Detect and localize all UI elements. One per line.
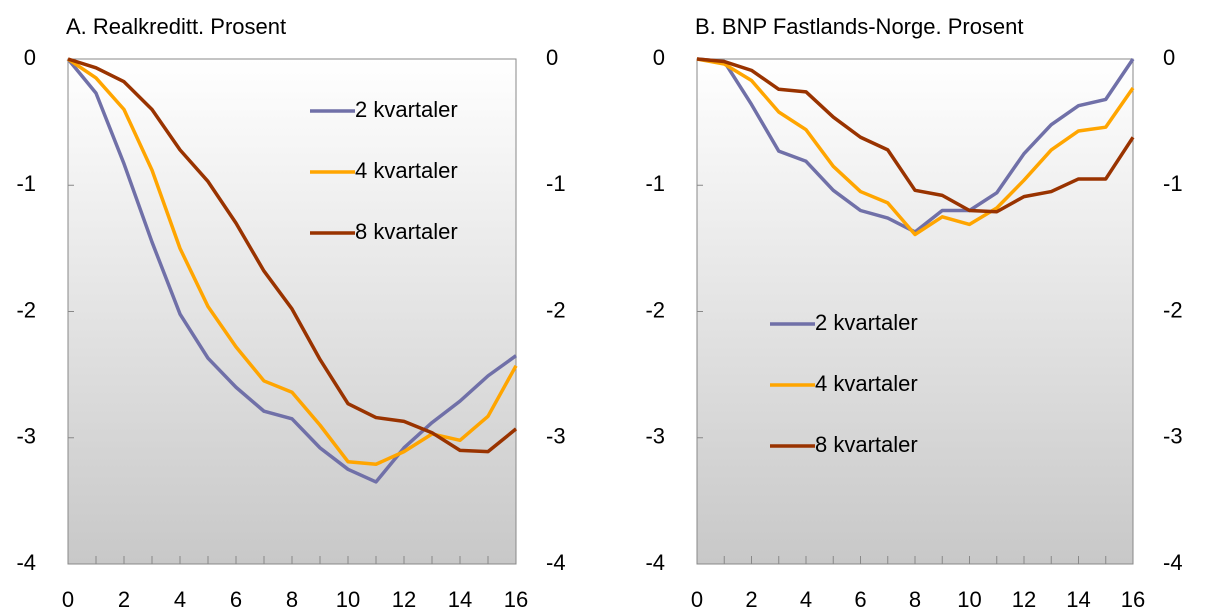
y2-tick-label: 0 bbox=[1163, 45, 1175, 70]
legend-label: 4 kvartaler bbox=[815, 371, 918, 396]
x-tick-label: 10 bbox=[957, 587, 981, 612]
y-tick-label: -3 bbox=[645, 424, 665, 449]
x-tick-label: 6 bbox=[230, 587, 242, 612]
x-tick-label: 14 bbox=[448, 587, 472, 612]
y2-tick-label: -3 bbox=[546, 424, 566, 449]
x-tick-label: 8 bbox=[909, 587, 921, 612]
y-tick-label: 0 bbox=[653, 45, 665, 70]
y-tick-label: 0 bbox=[24, 45, 36, 70]
x-tick-label: 16 bbox=[1121, 587, 1145, 612]
series-line bbox=[67, 57, 518, 467]
y2-tick-label: -3 bbox=[1163, 424, 1183, 449]
legend-label: 8 kvartaler bbox=[815, 432, 918, 457]
y-tick-label: -3 bbox=[16, 424, 36, 449]
series-line bbox=[67, 57, 518, 454]
y2-tick-label: 0 bbox=[546, 45, 558, 70]
x-tick-label: 10 bbox=[336, 587, 360, 612]
legend-label: 2 kvartaler bbox=[815, 310, 918, 335]
y-tick-label: -4 bbox=[16, 550, 36, 575]
chart-title: B. BNP Fastlands-Norge. Prosent bbox=[695, 14, 1024, 39]
x-tick-label: 2 bbox=[118, 587, 130, 612]
x-tick-label: 8 bbox=[286, 587, 298, 612]
y2-tick-label: -4 bbox=[546, 550, 566, 575]
x-tick-label: 6 bbox=[854, 587, 866, 612]
legend-label: 8 kvartaler bbox=[355, 219, 458, 244]
y2-tick-label: -2 bbox=[546, 297, 566, 322]
x-tick-label: 12 bbox=[1012, 587, 1036, 612]
x-tick-label: 0 bbox=[62, 587, 74, 612]
x-tick-label: 16 bbox=[504, 587, 528, 612]
y-tick-label: -1 bbox=[16, 171, 36, 196]
x-tick-label: 14 bbox=[1066, 587, 1090, 612]
y-tick-label: -2 bbox=[645, 297, 665, 322]
x-tick-label: 12 bbox=[392, 587, 416, 612]
x-tick-label: 4 bbox=[800, 587, 812, 612]
y2-tick-label: -4 bbox=[1163, 550, 1183, 575]
series-line bbox=[696, 57, 1135, 214]
y2-tick-label: -1 bbox=[546, 171, 566, 196]
y2-tick-label: -1 bbox=[1163, 171, 1183, 196]
legend-label: 4 kvartaler bbox=[355, 158, 458, 183]
y-tick-label: -4 bbox=[645, 550, 665, 575]
x-tick-label: 2 bbox=[745, 587, 757, 612]
y2-tick-label: -2 bbox=[1163, 297, 1183, 322]
series-line bbox=[696, 57, 1135, 237]
x-tick-label: 0 bbox=[691, 587, 703, 612]
y-tick-label: -1 bbox=[645, 171, 665, 196]
chart-title: A. Realkreditt. Prosent bbox=[66, 14, 286, 39]
x-tick-label: 4 bbox=[174, 587, 186, 612]
y-tick-label: -2 bbox=[16, 297, 36, 322]
series-line bbox=[66, 57, 518, 484]
legend-label: 2 kvartaler bbox=[355, 97, 458, 122]
